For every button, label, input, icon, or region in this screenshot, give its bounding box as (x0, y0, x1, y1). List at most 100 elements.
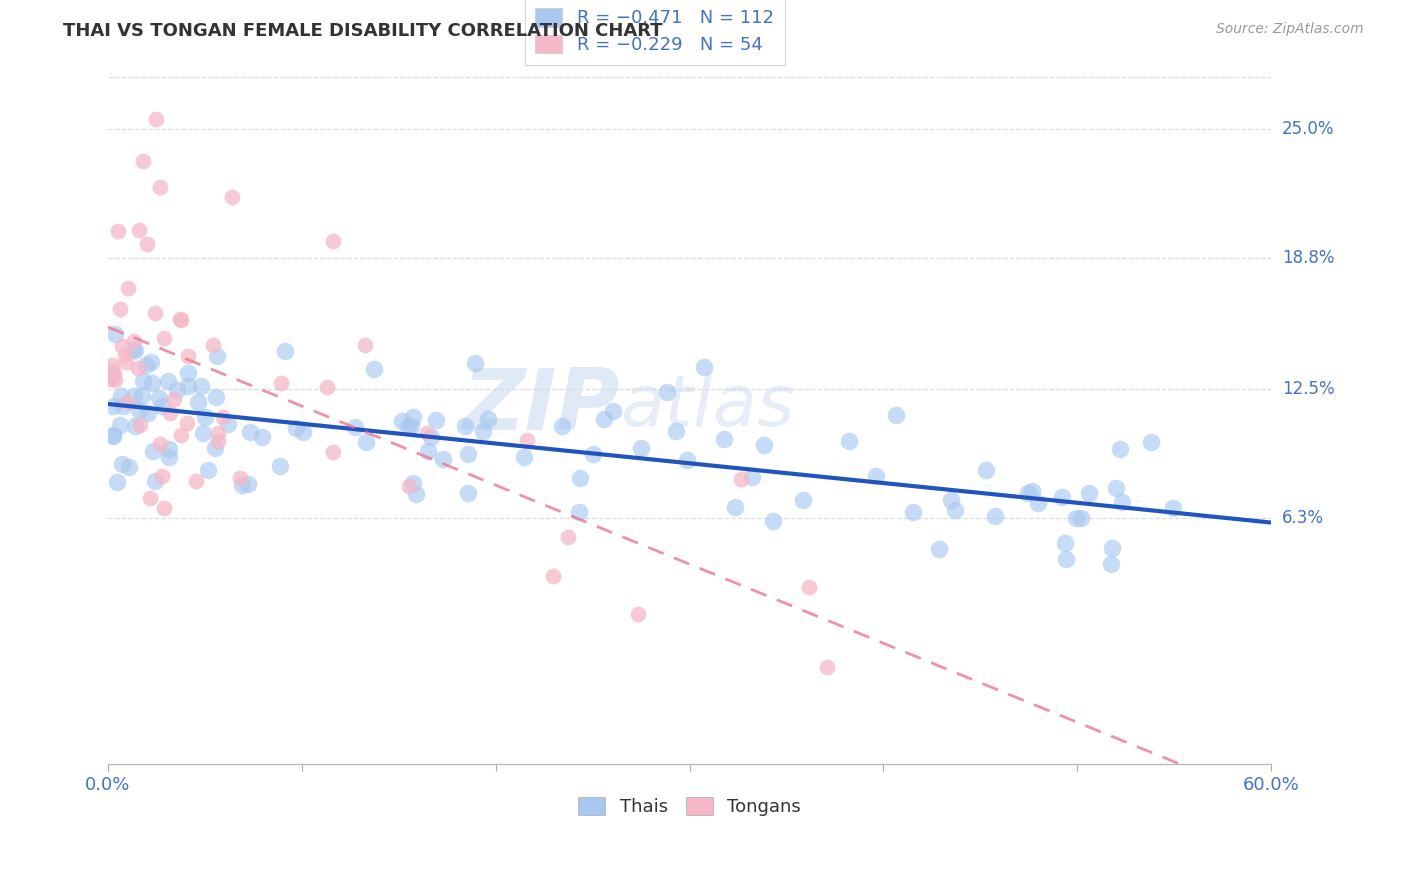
Point (111, 339, 134, 353)
Point (122, 389, 145, 403)
Point (416, 443, 439, 458)
Text: 25.0%: 25.0% (1282, 120, 1334, 138)
Point (1053, 536, 1076, 550)
Text: 12.5%: 12.5% (1282, 380, 1334, 399)
Point (582, 447, 605, 461)
Point (274, 343, 297, 358)
Point (139, 354, 162, 368)
Point (454, 419, 477, 434)
Point (111, 458, 134, 472)
Point (1054, 552, 1077, 566)
Point (101, 428, 124, 442)
Point (405, 487, 427, 501)
Point (118, 459, 141, 474)
Point (1101, 541, 1123, 555)
Point (157, 374, 180, 388)
Point (98, 364, 121, 378)
Point (191, 426, 214, 441)
Point (901, 505, 924, 519)
Point (322, 445, 344, 459)
Point (157, 442, 180, 457)
Point (513, 450, 536, 465)
Point (117, 394, 139, 409)
Point (122, 334, 145, 348)
Point (464, 356, 486, 370)
Text: Source: ZipAtlas.com: Source: ZipAtlas.com (1216, 22, 1364, 37)
Point (145, 112, 167, 126)
Point (201, 337, 224, 351)
Point (221, 190, 243, 204)
Point (943, 503, 966, 517)
Point (402, 410, 425, 425)
Point (516, 433, 538, 447)
Text: atlas: atlas (620, 372, 794, 442)
Point (1139, 435, 1161, 450)
Point (1070, 510, 1092, 524)
Point (101, 429, 124, 443)
Point (143, 475, 166, 489)
Point (284, 421, 307, 435)
Point (884, 408, 907, 422)
Point (205, 349, 228, 363)
Point (676, 453, 699, 467)
Point (865, 469, 887, 483)
Point (401, 419, 423, 434)
Point (108, 302, 131, 317)
Point (761, 514, 783, 528)
Point (713, 432, 735, 446)
Point (602, 404, 624, 418)
Point (941, 492, 963, 507)
Point (974, 463, 997, 477)
Point (730, 472, 752, 486)
Point (157, 450, 180, 464)
Point (752, 437, 775, 451)
Point (457, 486, 479, 500)
Point (105, 475, 128, 489)
Point (136, 406, 159, 420)
Point (568, 505, 591, 519)
Point (107, 224, 129, 238)
Point (110, 389, 132, 403)
Point (425, 413, 447, 427)
Point (363, 362, 385, 376)
Point (432, 452, 454, 467)
Point (217, 417, 239, 432)
Point (741, 470, 763, 484)
Point (128, 403, 150, 417)
Point (207, 426, 229, 441)
Point (477, 412, 499, 426)
Point (984, 508, 1007, 523)
Point (354, 435, 377, 450)
Point (169, 428, 191, 442)
Point (108, 417, 131, 432)
Point (152, 500, 174, 515)
Point (141, 376, 163, 390)
Point (212, 410, 235, 425)
Point (239, 425, 262, 439)
Point (124, 419, 146, 434)
Point (149, 180, 172, 194)
Point (142, 444, 165, 458)
Point (457, 447, 479, 461)
Point (541, 569, 564, 583)
Point (238, 476, 260, 491)
Point (205, 390, 228, 404)
Point (231, 477, 253, 491)
Point (207, 434, 229, 449)
Point (190, 379, 212, 393)
Point (100, 368, 122, 382)
Point (135, 358, 157, 372)
Point (153, 331, 176, 345)
Point (398, 419, 420, 434)
Point (1105, 481, 1128, 495)
Point (128, 223, 150, 237)
Point (398, 479, 420, 493)
Point (131, 389, 153, 403)
Point (166, 383, 188, 397)
Point (103, 399, 125, 413)
Point (269, 458, 291, 473)
Point (1026, 496, 1049, 510)
Point (291, 425, 314, 439)
Text: THAI VS TONGAN FEMALE DISABILITY CORRELATION CHART: THAI VS TONGAN FEMALE DISABILITY CORRELA… (63, 22, 662, 40)
Point (104, 373, 127, 387)
